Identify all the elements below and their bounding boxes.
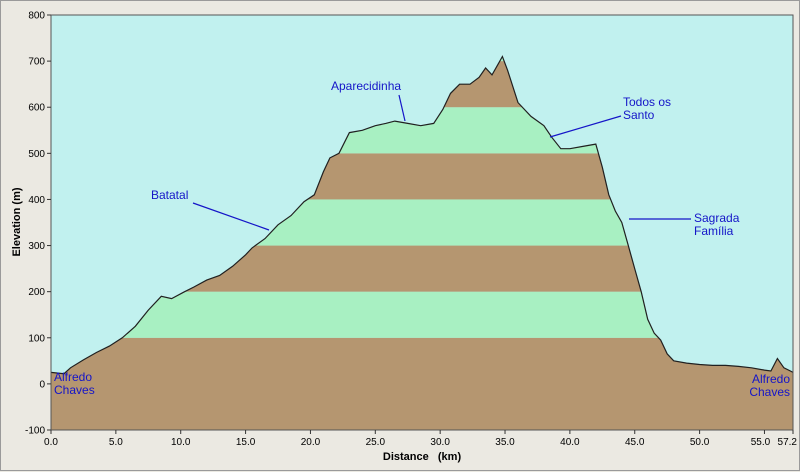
y-tick-label: 100 [28,333,45,344]
annotation-leader [398,94,406,122]
y-tick-label: -100 [25,426,45,437]
annotations: Aparecidinha Todos os Santo Batatal Sagrada F… [54,79,790,399]
annotation-leader [549,115,622,138]
y-tick-label: 400 [28,195,45,206]
x-tick-label: 55.0 [751,437,771,448]
annotation-label: Todos os Santo [623,95,671,122]
y-tick-label: 0 [39,379,45,390]
y-tick-label: 600 [28,103,45,114]
y-tick-label: 200 [28,287,45,298]
y-tick-label: 800 [28,11,45,22]
annotation-label: Batatal [151,188,188,202]
y-tick-label: 500 [28,149,45,160]
x-tick-label: 25.0 [366,437,386,448]
annotation-leader [192,202,270,231]
y-tick-label: 300 [28,241,45,252]
annotation-label: Aparecidinha [331,79,401,93]
x-axis-title: Distance (km) [383,451,462,463]
x-tick-label: 0.0 [44,437,58,448]
x-axis: 0.0 5.0 10.0 15.0 20.0 25.0 30.0 35.0 40.0 45.0 50… [44,430,797,448]
y-axis-title: Elevation (m) [11,187,23,256]
x-tick-label: 57.2 [778,437,798,448]
x-tick-label: 45.0 [625,437,645,448]
y-axis: 800 700 600 500 400 300 200 100 0 -100 [25,11,51,437]
x-tick-label: 50.0 [690,437,710,448]
below-sea-level-band [51,383,793,430]
x-tick-label: 20.0 [301,437,321,448]
x-tick-label: 10.0 [171,437,191,448]
x-tick-label: 35.0 [495,437,515,448]
x-tick-label: 15.0 [236,437,256,448]
x-tick-label: 5.0 [109,437,123,448]
profile-line [50,55,794,375]
plot-border [50,14,794,431]
y-tick-label: 700 [28,57,45,68]
annotation-label: Sagrada Família [694,211,740,238]
annotation-label: Alfredo Chaves [749,372,790,399]
x-tick-label: 30.0 [430,437,450,448]
x-tick-label: 40.0 [560,437,580,448]
annotation-label: Alfredo Chaves [54,370,95,397]
